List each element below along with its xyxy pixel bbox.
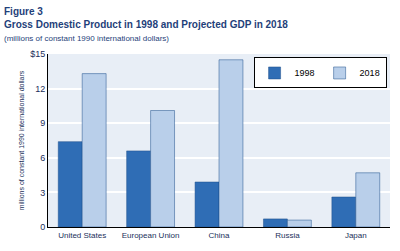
svg-text:United States: United States [58, 231, 106, 240]
svg-text:European Union: European Union [122, 231, 180, 240]
svg-text:0: 0 [40, 222, 45, 232]
svg-text:Figure 3Gross Domestic Product: Figure 3Gross Domestic Product in 1998 a… [4, 6, 288, 43]
svg-text:millions of constant 1990 inte: millions of constant 1990 international … [18, 70, 25, 210]
svg-text:9: 9 [40, 118, 45, 128]
svg-text:Japan: Japan [345, 231, 367, 240]
svg-text:China: China [209, 231, 230, 240]
svg-text:12: 12 [35, 84, 45, 94]
svg-text:2018: 2018 [360, 68, 380, 78]
svg-text:Russia: Russia [275, 231, 300, 240]
svg-text:1998: 1998 [295, 68, 315, 78]
svg-text:3: 3 [40, 188, 45, 198]
svg-text:$15: $15 [30, 49, 45, 59]
svg-text:6: 6 [40, 153, 45, 163]
